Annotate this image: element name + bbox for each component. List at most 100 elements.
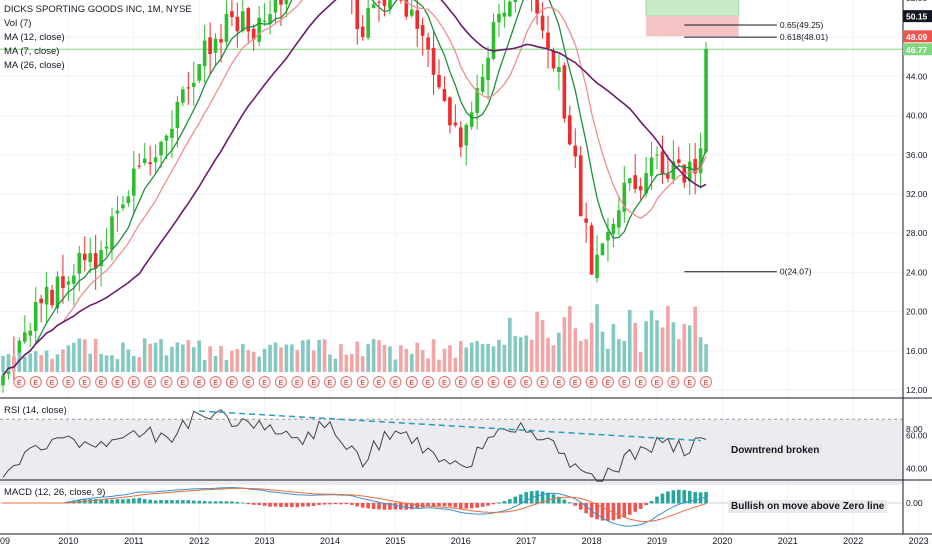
- candle-body: [142, 158, 147, 163]
- x-tick-label: 2020: [712, 536, 732, 546]
- macd-histogram-bar: [235, 501, 240, 504]
- macd-histogram-bar: [633, 503, 637, 512]
- candle-body: [404, 0, 409, 17]
- volume-bar: [328, 354, 332, 372]
- volume-bar: [393, 359, 398, 372]
- volume-bar: [660, 327, 665, 372]
- earnings-marker: [144, 376, 157, 388]
- rsi-trend-line: [199, 410, 701, 442]
- fib-level-label: 0.65(49.25): [780, 20, 824, 30]
- macd-histogram-bar: [153, 500, 158, 504]
- macd-histogram-bar: [99, 499, 103, 504]
- macd-histogram-bar: [175, 500, 180, 504]
- macd-histogram-bar: [202, 500, 207, 504]
- volume-bar: [415, 342, 419, 372]
- earnings-marker-label: E: [540, 380, 545, 387]
- volume-bar: [6, 354, 11, 372]
- volume-bar: [104, 355, 109, 372]
- macd-histogram-bar: [339, 503, 343, 505]
- macd-histogram-bar: [469, 503, 474, 509]
- indicator-ma26[interactable]: MA (26, close): [4, 60, 65, 71]
- candle-body: [257, 17, 261, 42]
- price-tag: [903, 43, 932, 56]
- macd-histogram-bar: [687, 490, 692, 504]
- rsi-annotation: Downtrend broken: [728, 444, 823, 457]
- earnings-marker-label: E: [50, 380, 55, 387]
- earnings-marker-label: E: [33, 380, 38, 387]
- rsi-tick-label: 60.00: [906, 431, 928, 441]
- candle-body: [677, 159, 681, 163]
- volume-bar: [311, 350, 316, 372]
- macd-histogram-bar: [431, 503, 436, 506]
- earnings-marker-label: E: [360, 380, 365, 387]
- earnings-marker: [601, 376, 614, 388]
- rsi-label[interactable]: RSI (14, close): [4, 405, 67, 416]
- earnings-marker-label: E: [164, 380, 169, 387]
- volume-bar: [644, 321, 648, 372]
- candle-body: [279, 0, 283, 5]
- volume-bar: [399, 345, 403, 372]
- x-tick-label: 2014: [320, 536, 340, 546]
- earnings-marker: [520, 376, 533, 388]
- volume-bar: [687, 325, 692, 372]
- candle-body: [382, 0, 387, 6]
- candle-body: [568, 115, 572, 145]
- rsi-tick-label: 40.00: [906, 464, 928, 474]
- earnings-marker: [29, 376, 42, 388]
- candle-body: [55, 276, 60, 309]
- candle-body: [627, 178, 632, 184]
- volume-bar: [290, 344, 294, 372]
- macd-histogram-bar: [290, 503, 294, 508]
- volume-bar: [382, 345, 387, 372]
- earnings-marker: [373, 376, 386, 388]
- candle-body: [17, 340, 22, 362]
- y-tick-label: 40.00: [906, 111, 928, 121]
- volume-bar: [704, 344, 708, 372]
- volume-bar: [431, 339, 436, 372]
- candle-body: [28, 330, 33, 336]
- candle-body: [480, 76, 485, 92]
- candle-body: [600, 243, 605, 256]
- earnings-marker-label: E: [99, 380, 104, 387]
- volume-bar: [12, 356, 16, 372]
- macd-histogram-bar: [88, 499, 92, 504]
- volume-bar: [251, 351, 256, 372]
- volume-bar: [529, 339, 534, 372]
- macd-histogram-bar: [655, 496, 659, 504]
- indicator-vol[interactable]: Vol (7): [4, 18, 32, 29]
- indicator-ma7[interactable]: MA (7, close): [4, 46, 60, 57]
- macd-histogram-bar: [284, 503, 289, 507]
- macd-histogram-bar: [355, 503, 360, 507]
- candle-body: [508, 1, 512, 17]
- macd-histogram-bar: [529, 491, 534, 504]
- macd-histogram-bar: [295, 503, 300, 508]
- indicator-ma12[interactable]: MA (12, close): [4, 32, 65, 43]
- macd-label[interactable]: MACD (12, 26, close, 9): [4, 487, 106, 498]
- volume-bar: [88, 353, 92, 372]
- macd-histogram-bar: [600, 503, 605, 521]
- earnings-marker-label: E: [213, 380, 218, 387]
- earnings-marker-label: E: [279, 380, 284, 387]
- macd-histogram-bar: [404, 503, 409, 510]
- macd-histogram-bar: [262, 503, 267, 506]
- candle-body: [360, 26, 365, 38]
- main-panel: 1(62.81)0.65(49.25)0.618(48.01)0(24.07)E…: [0, 0, 903, 393]
- earnings-marker: [438, 376, 451, 388]
- volume-bar: [426, 358, 430, 372]
- earnings-marker: [536, 376, 549, 388]
- macd-histogram-bar: [126, 498, 131, 504]
- earnings-marker: [62, 376, 75, 388]
- volume-bar: [28, 353, 33, 372]
- macd-histogram-bar: [388, 503, 392, 510]
- earnings-marker-label: E: [409, 380, 414, 387]
- candle-body: [23, 332, 27, 342]
- macd-histogram-bar: [121, 499, 125, 504]
- candle-body: [39, 298, 43, 304]
- volume-bar: [99, 353, 103, 372]
- target-zone-risk: [646, 16, 739, 37]
- volume-bar: [638, 352, 643, 372]
- volume-bar: [110, 355, 114, 372]
- macd-histogram-bar: [638, 503, 643, 509]
- volume-bar: [93, 338, 98, 372]
- candle-body: [388, 0, 392, 9]
